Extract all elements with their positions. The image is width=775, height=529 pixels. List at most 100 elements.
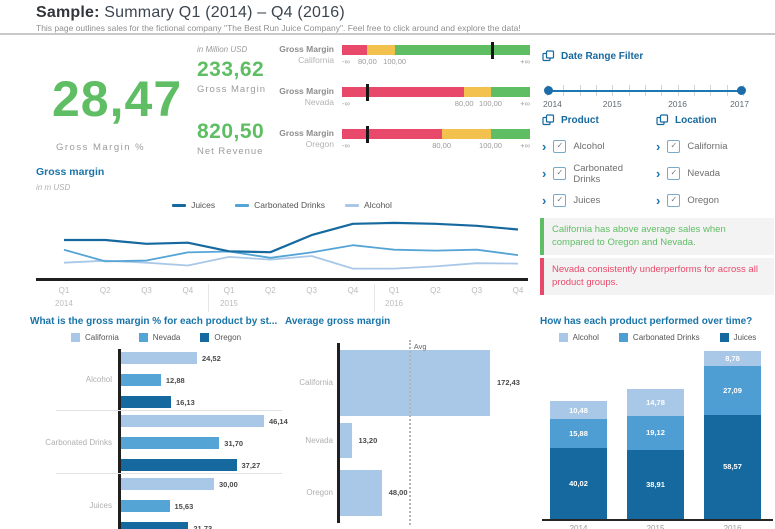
bar-california[interactable]	[121, 352, 197, 364]
line-series-alcohol[interactable]	[63, 255, 519, 270]
chevron-right-icon[interactable]: ›	[542, 139, 547, 154]
legend-item-california[interactable]: California	[70, 333, 119, 342]
page-title-rest: Summary Q1 (2014) – Q4 (2016)	[99, 4, 345, 21]
bar-nevada[interactable]	[340, 423, 352, 458]
legend-swatch	[345, 203, 360, 207]
slider-track[interactable]	[547, 90, 743, 92]
grouped-bar-plot[interactable]: Alcohol 24,52 12,88 16,13 Carbonated Drinks 4…	[30, 349, 288, 529]
callout-positive-text: California has above average sales when …	[552, 224, 726, 249]
category-label: California	[299, 378, 333, 387]
segment-carbonated-drinks[interactable]: 27,09	[704, 366, 761, 415]
filter-item-california[interactable]: › ✓ California	[656, 140, 772, 153]
bar-nevada[interactable]	[121, 437, 220, 449]
legend-item-juices[interactable]: Juices	[172, 200, 215, 210]
chevron-right-icon[interactable]: ›	[542, 166, 547, 181]
legend-swatch	[618, 333, 628, 342]
filter-item-oregon[interactable]: › ✓ Oregon	[656, 194, 772, 207]
bar-oregon[interactable]	[121, 459, 237, 471]
line-chart-plot[interactable]	[36, 214, 528, 282]
chevron-right-icon[interactable]: ›	[656, 139, 661, 154]
legend-item-alcohol[interactable]: Alcohol	[345, 200, 392, 210]
segment-carbonated-drinks[interactable]: 15,88	[550, 419, 607, 448]
segment-juices[interactable]: 38,91	[627, 449, 684, 519]
checkbox-checked-icon[interactable]: ✓	[553, 167, 567, 180]
bullet-label: Gross Margin California	[270, 42, 342, 72]
stacked-column-2016[interactable]: 8,78 27,09 58,57	[704, 350, 761, 519]
legend-item-alcohol[interactable]: Alcohol	[558, 333, 599, 342]
filter-item-alcohol[interactable]: › ✓ Alcohol	[542, 140, 652, 153]
bar-oregon[interactable]	[340, 470, 382, 516]
bullet-chart-oregon[interactable]: -∞ 80,00 100,00 +∞	[342, 126, 530, 156]
stacked-column-plot[interactable]: 10,48 15,88 40,02 2014 14,78 19,12 38,91 2015 8,…	[540, 340, 775, 529]
checkbox-checked-icon[interactable]: ✓	[667, 140, 681, 153]
segment-alcohol[interactable]: 10,48	[550, 400, 607, 420]
legend-item-carbonated-drinks[interactable]: Carbonated Drinks	[235, 200, 325, 210]
segment-alcohol[interactable]: 14,78	[627, 389, 684, 416]
bar-nevada[interactable]	[121, 374, 161, 386]
legend-label: Carbonated Drinks	[254, 200, 326, 210]
filter-item-juices[interactable]: › ✓ Juices	[542, 194, 652, 207]
legend-label: Nevada	[152, 333, 181, 342]
chevron-right-icon[interactable]: ›	[656, 166, 661, 181]
x-axis-year-label: 2014	[55, 299, 73, 308]
segment-carbonated-drinks[interactable]: 19,12	[627, 415, 684, 450]
bullet-chart-nevada[interactable]: -∞ 80,00 100,00 +∞	[342, 84, 530, 114]
checkbox-checked-icon[interactable]: ✓	[667, 167, 681, 180]
chevron-right-icon[interactable]: ›	[542, 193, 547, 208]
slider-year-label: 2017	[730, 99, 749, 109]
legend-swatch	[70, 333, 80, 342]
x-axis-label: Q1	[223, 286, 235, 295]
stacked-column-2014[interactable]: 10,48 15,88 40,02	[550, 400, 607, 519]
legend-item-oregon[interactable]: Oregon	[200, 333, 241, 342]
bar-row: 37,27	[121, 459, 260, 471]
bullet-axis-labels: -∞ 80,00 100,00 +∞	[342, 139, 530, 150]
chart-legend: Alcohol Carbonated Drinks Juices	[540, 333, 775, 342]
filter-item-label: Nevada	[687, 168, 721, 179]
pages-icon	[542, 50, 555, 62]
segment-alcohol[interactable]: 8,78	[704, 350, 761, 367]
average-line	[408, 340, 411, 525]
average-bar-plot[interactable]: California 172,43 Nevada 13,20 Oregon 48,00 Av…	[285, 340, 535, 527]
segment-juices[interactable]: 40,02	[550, 447, 607, 519]
line-chart-legend: Juices Carbonated Drinks Alcohol	[36, 200, 528, 210]
bar-nevada[interactable]	[121, 500, 170, 512]
bar-value-label: 21,73	[193, 523, 213, 529]
legend-item-carbonated-drinks[interactable]: Carbonated Drinks	[618, 333, 700, 342]
filter-item-nevada[interactable]: › ✓ Nevada	[656, 167, 772, 180]
bar-california[interactable]	[340, 350, 490, 416]
slider-handle-end[interactable]	[737, 86, 746, 95]
slider-handle-start[interactable]	[544, 86, 553, 95]
x-axis-label: Q4	[512, 286, 524, 295]
legend-swatch	[200, 333, 210, 342]
bar-oregon[interactable]	[121, 396, 171, 408]
chevron-right-icon[interactable]: ›	[656, 193, 661, 208]
filter-item-label: Oregon	[687, 195, 720, 206]
date-range-slider[interactable]: 2014 2015 2016 2017	[543, 82, 749, 112]
category-label: Alcohol	[85, 375, 112, 384]
legend-item-nevada[interactable]: Nevada	[138, 333, 181, 342]
bullet-max-label: +∞	[520, 99, 530, 108]
line-series-carbonated-drinks[interactable]	[63, 244, 519, 263]
bullet-threshold-label: 100,00	[479, 99, 502, 108]
bar-california[interactable]	[121, 478, 214, 490]
filter-item-carbonated-drinks[interactable]: › ✓ Carbonated Drinks	[542, 163, 652, 185]
bullet-min-label: -∞	[342, 99, 350, 108]
bar-california[interactable]	[121, 415, 264, 427]
segment-juices[interactable]: 58,57	[704, 414, 761, 519]
line-series-juices[interactable]	[64, 221, 519, 254]
checkbox-checked-icon[interactable]: ✓	[553, 194, 567, 207]
bar-oregon[interactable]	[121, 522, 189, 529]
bar-row: 16,13	[121, 396, 195, 408]
legend-item-juices[interactable]: Juices	[719, 333, 757, 342]
x-axis-label: Q2	[99, 286, 111, 295]
checkbox-checked-icon[interactable]: ✓	[553, 140, 567, 153]
legend-label: Juices	[733, 333, 757, 342]
bar-value-label: 13,20	[358, 435, 378, 445]
stacked-column-2015[interactable]: 14,78 19,12 38,91	[627, 389, 684, 519]
segment-value-label: 14,78	[646, 398, 665, 408]
category-label: Juices	[89, 501, 112, 510]
kpi-gross-margin-label: Gross Margin	[197, 84, 267, 95]
checkbox-checked-icon[interactable]: ✓	[667, 194, 681, 207]
bullet-chart-california[interactable]: -∞ 80,00 100,00 +∞	[342, 42, 530, 72]
chart-title: What is the gross margin % for each prod…	[30, 316, 278, 327]
